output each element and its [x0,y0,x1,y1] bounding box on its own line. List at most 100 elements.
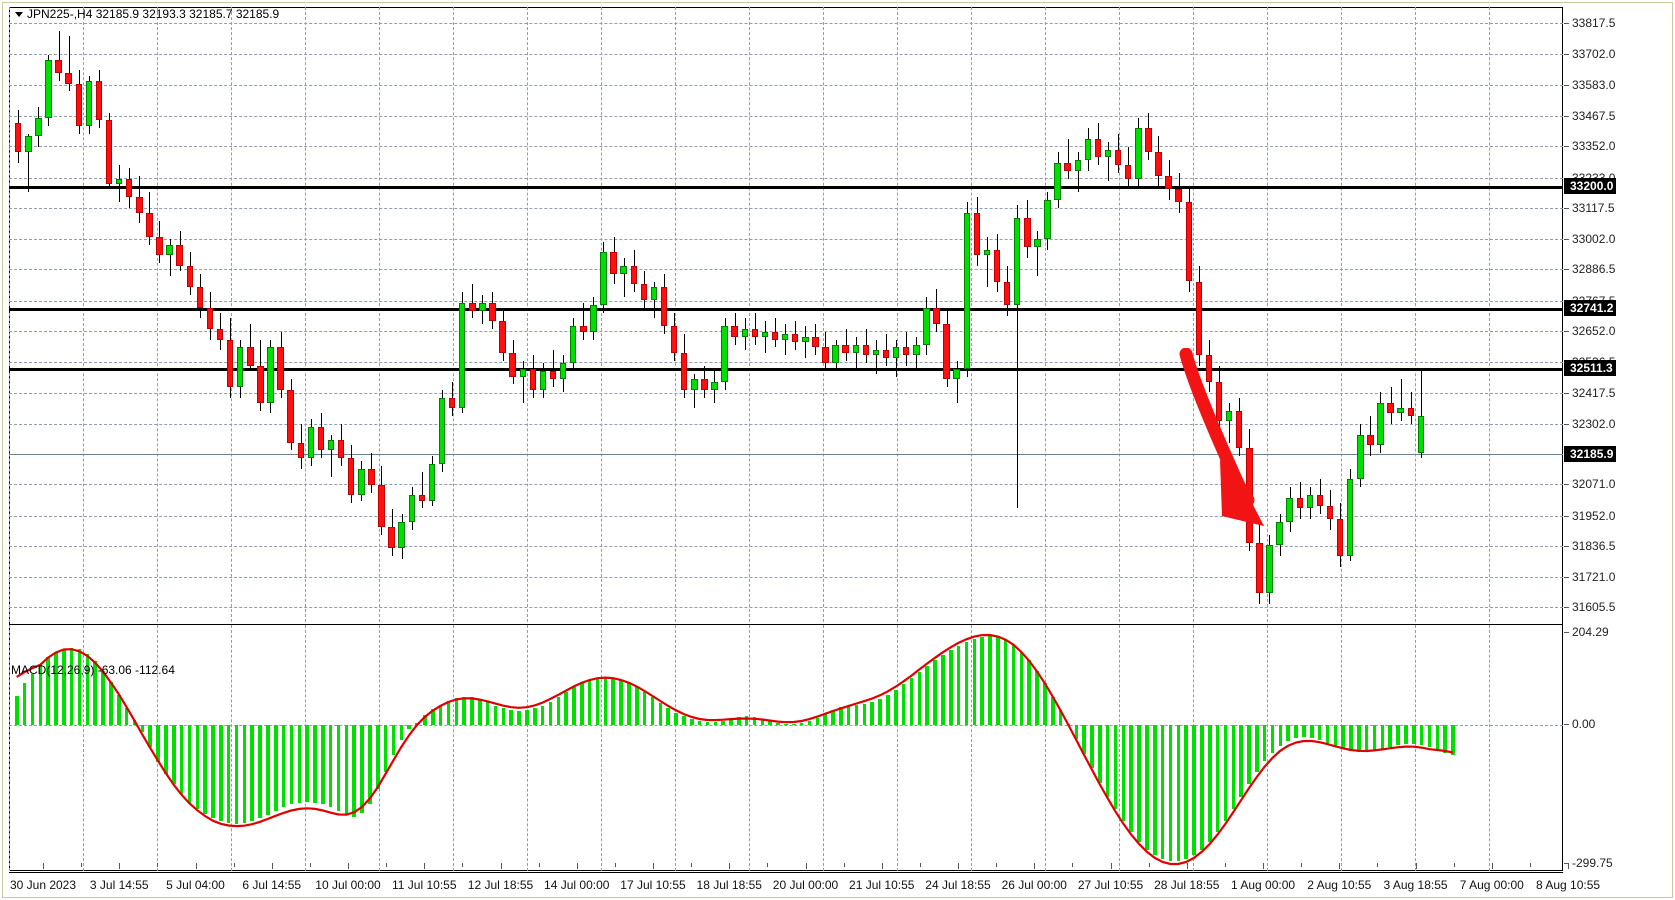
macd-histogram-bar [1310,725,1314,738]
time-axis-minor-tick [271,863,273,867]
price-chart-pane[interactable] [9,7,1563,622]
candlestick [519,7,526,622]
grid-line-horizontal [9,300,1563,302]
candle-body [731,326,738,337]
macd-histogram-bar [595,678,600,726]
macd-histogram-bar [533,708,537,726]
candlestick [297,7,304,622]
macd-histogram-bar [1435,725,1440,750]
macd-pane-header: MACD(12,26,9) -63.06 -112.64 [11,663,175,677]
candlestick [539,7,547,622]
time-axis-minor-tick [1339,863,1341,867]
candlestick [1306,7,1314,622]
candle-wick [754,313,756,345]
candle-body [489,302,496,322]
macd-histogram-bar [85,654,90,726]
macd-histogram-bar [948,649,953,726]
candlestick [822,7,829,622]
grid-line-vertical [675,7,676,622]
grid-line-vertical [9,625,10,871]
macd-histogram-bar [509,710,513,726]
candlestick [216,7,224,622]
candlestick [1336,7,1344,622]
grid-line-horizontal [9,53,1563,55]
macd-histogram-bar [909,678,914,726]
grid-line-horizontal [9,85,1563,87]
price-axis-label-highlighted: 32185.9 [1564,446,1617,463]
candle-body [115,178,123,184]
macd-histogram-bar [446,700,451,726]
price-y-axis[interactable]: 33817.533702.033583.033467.533352.033233… [1564,7,1675,622]
grid-line-vertical [83,625,84,871]
macd-histogram-bar [124,707,129,726]
candlestick [943,7,950,622]
candle-body [620,265,627,274]
candlestick [75,7,82,622]
time-axis-minor-tick [691,863,693,867]
candle-body [1236,410,1243,448]
macd-histogram-bar [1302,725,1306,737]
macd-histogram-bar [1003,639,1008,726]
support-resistance-line[interactable] [9,307,1563,311]
candle-body [1397,408,1404,414]
time-axis-minor-tick [1377,863,1379,867]
time-axis-minor-tick [919,863,921,867]
grid-line-vertical [971,7,972,622]
candle-body [1034,239,1041,248]
macd-histogram-bar [988,635,992,726]
time-axis-tick [1568,863,1570,869]
macd-histogram-bar [1372,725,1377,751]
candle-body [1286,497,1293,522]
candlestick [933,7,940,622]
candle-wick [1037,231,1039,277]
candlestick [1155,7,1162,622]
macd-histogram-bar [1412,725,1416,744]
macd-histogram-bar [674,712,678,726]
grid-line-vertical [749,625,750,871]
candlestick [348,7,355,622]
candle-wick [653,281,655,319]
macd-histogram-bar [352,725,357,818]
macd-histogram-bar [996,636,1000,726]
candle-body [872,350,880,356]
macd-histogram-bar [1051,696,1055,726]
candlestick [872,7,880,622]
macd-y-axis[interactable]: 204.29 0.00 -299.75 [1564,624,1675,871]
candlestick [983,7,991,622]
candlestick [1024,7,1031,622]
candlestick [65,7,72,622]
candle-wick [956,360,958,403]
macd-histogram-bar [407,725,411,730]
macd-histogram-bar [525,710,529,726]
macd-histogram-bar [438,704,443,726]
macd-histogram-bar [93,661,98,726]
candle-wick [785,323,787,356]
macd-histogram-bar [1349,725,1353,751]
price-axis-label: 31952.0 [1564,509,1615,523]
candlestick [459,7,466,622]
candle-body [1417,416,1425,454]
candle-wick [522,360,524,403]
macd-histogram-bar [1137,725,1141,842]
candlestick [731,7,738,622]
time-axis-minor-tick [729,863,731,867]
chevron-down-icon[interactable] [15,12,23,18]
macd-chart-pane[interactable] [9,624,1563,871]
candlestick [1094,7,1102,622]
candlestick [1135,7,1142,622]
support-resistance-line[interactable] [9,186,1563,190]
macd-histogram-bar [226,725,231,824]
grid-line-vertical [527,7,528,622]
time-axis-minor-tick [996,863,998,867]
time-x-axis[interactable]: 30 Jun 2023 3 Jul 14:55 5 Jul 04:00 6 Jul 1… [9,863,1600,900]
support-resistance-line[interactable] [9,368,1563,372]
candle-body [378,484,385,527]
candle-body [792,334,799,343]
macd-histogram-bar [242,725,247,824]
grid-line-horizontal [9,238,1563,240]
macd-histogram-bar [862,703,867,726]
macd-histogram-bar [328,725,333,808]
macd-histogram-bar [54,651,58,726]
time-axis-minor-tick [386,863,388,867]
macd-histogram-bar [1074,725,1079,739]
